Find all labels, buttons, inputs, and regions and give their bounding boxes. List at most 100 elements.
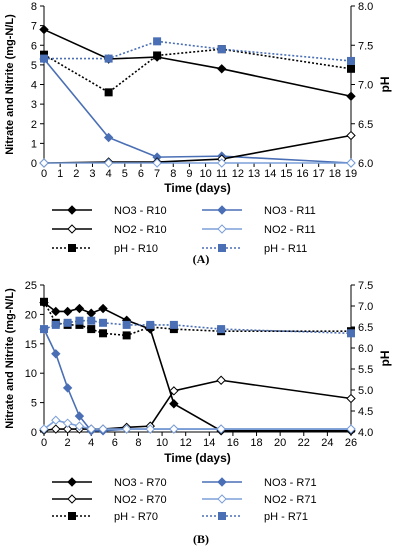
chart-b-x-tick-label: 18: [250, 437, 262, 449]
chart-b-y-tick-label: 25: [25, 280, 37, 292]
chart-b-series-4-point: [169, 424, 179, 434]
chart-a-series-6-point: [217, 45, 226, 54]
chart-a-series-1-point: [217, 64, 227, 74]
chart-b-x-tick-label: 2: [65, 437, 71, 449]
chart-b-y-tick-label: 20: [25, 309, 37, 321]
chart-a-x-tick-label: 4: [106, 168, 112, 180]
chart-b-y-tick-label: 10: [25, 368, 37, 380]
chart-a-series-line-5: [43, 48, 352, 94]
chart-b-x-tick-label: 24: [321, 437, 333, 449]
chart-b-legend-label: NO3 - R71: [264, 477, 317, 489]
chart-a-legend-label: NO3 - R11: [264, 205, 316, 217]
chart-b-series-6-point: [347, 329, 355, 338]
chart-b-series-6-point: [75, 316, 84, 325]
chart-b-series-1-point: [86, 308, 96, 318]
chart-b-series-4-point: [51, 415, 61, 425]
chart-a-y2-tick-label: 6.0: [358, 158, 373, 170]
chart-a-series-6-point: [104, 54, 113, 63]
chart-b-series-3-point: [216, 375, 226, 385]
chart-b-series-3-point: [346, 393, 356, 404]
chart-b-series-6-point: [63, 318, 72, 327]
chart-a-series-6-point: [153, 37, 162, 46]
chart-a-y2-tick-label: 7.0: [358, 80, 373, 92]
chart-b-y2-tick-label: 5.0: [358, 385, 373, 397]
chart-b-series-2-point: [74, 411, 85, 421]
chart-b-y2-axis-label: pH: [378, 351, 392, 367]
chart-b-series-1-point: [98, 303, 108, 314]
chart-a-series-6-point: [347, 56, 355, 65]
chart-b-series-5-point: [122, 331, 131, 340]
chart-a-series-4-point: [39, 158, 49, 168]
chart-a-x-tick-label: 16: [296, 168, 308, 180]
chart-b-series-4-point: [145, 424, 155, 434]
chart-a-legend-swatch-marker: [217, 205, 227, 215]
chart-a-y-axis-label: Nitrate and Nitrite (mg-N/L): [4, 14, 16, 155]
chart-b-series-2-point: [51, 349, 61, 359]
chart-b-y2-tick-label: 6.5: [358, 322, 373, 334]
chart-b-legend-label: pH - R71: [264, 511, 308, 523]
chart-b-legend-label: NO3 - R70: [114, 477, 167, 489]
chart-b-series-4-point: [121, 424, 132, 434]
chart-b-legend-swatch-marker: [217, 494, 227, 504]
chart-b-y2-tick-label: 7.0: [358, 301, 373, 313]
chart-a-x-tick-label: 8: [170, 168, 176, 180]
chart-a-series-1-point: [346, 91, 356, 101]
chart-b-legend-swatch-marker: [68, 512, 76, 520]
chart-b-x-tick-label: 16: [227, 437, 239, 449]
chart-a-x-tick-label: 0: [41, 168, 47, 180]
chart-b-x-tick-label: 22: [298, 437, 310, 449]
chart-b-series-5-point: [40, 297, 48, 306]
chart-a-x-tick-label: 6: [138, 168, 144, 180]
chart-a-x-tick-label: 18: [329, 168, 341, 180]
chart-a-y-tick-label: 1: [31, 138, 37, 150]
chart-a-y2-tick-label: 8.0: [358, 1, 373, 13]
chart-a-x-tick-label: 12: [232, 168, 244, 180]
chart-b-x-axis-label: Time (days): [164, 451, 230, 465]
chart-a-legend-swatch-marker: [218, 244, 226, 252]
chart-a-series-5-point: [153, 51, 162, 60]
chart-b-legend-label: pH - R70: [114, 511, 158, 523]
chart-b-series-6-point: [122, 320, 131, 329]
chart-b-series-1-point: [62, 306, 73, 317]
chart-b-y2-tick-label: 7.5: [358, 280, 373, 292]
chart-b-y2-tick-label: 5.5: [358, 364, 373, 376]
chart-a-y-tick-label: 8: [31, 1, 37, 13]
chart-b-legend-label: NO2 - R70: [114, 494, 167, 506]
chart-b-series-6-point: [40, 325, 48, 334]
chart-b-legend-swatch-marker: [67, 477, 77, 487]
chart-a-x-tick-label: 19: [345, 168, 357, 180]
chart-a-x-tick-label: 9: [186, 168, 192, 180]
chart-b-y2-tick-label: 4.5: [358, 406, 373, 418]
chart-a-legend-swatch-marker: [217, 224, 227, 234]
chart-b-legend-swatch-marker: [217, 477, 227, 487]
chart-a-x-tick-label: 17: [313, 168, 325, 180]
chart-b-series-6-point: [99, 318, 108, 327]
chart-a-x-tick-label: 1: [57, 168, 63, 180]
chart-a-y-tick-label: 2: [31, 119, 37, 131]
chart-b-series-4-point: [98, 424, 108, 434]
chart-b-series-3-point: [62, 424, 73, 434]
chart-a-legend-label: NO3 - R10: [114, 205, 167, 217]
chart-a-y-tick-label: 0: [31, 158, 37, 170]
chart-a-series-line-3: [43, 134, 352, 164]
chart-a-x-tick-label: 7: [154, 168, 160, 180]
chart-a-legend-label: NO2 - R11: [264, 224, 316, 236]
chart-a-x-tick-label: 5: [122, 168, 128, 180]
chart-b-series-4-point: [216, 424, 226, 434]
chart-a-y-tick-label: 5: [31, 60, 37, 72]
chart-a-series-line-1: [43, 28, 352, 98]
chart-b-series-6-point: [51, 320, 60, 329]
chart-a-series-5-point: [347, 64, 355, 73]
chart-a-legend-swatch-marker: [68, 244, 76, 252]
chart-b-y2-tick-label: 6.0: [358, 343, 373, 355]
chart-b-series-2-point: [62, 383, 73, 393]
chart-b-x-tick-label: 4: [88, 437, 94, 449]
chart-b-legend-swatch-marker: [67, 494, 77, 504]
chart-a-y-tick-label: 3: [31, 99, 37, 111]
chart-a-y-tick-label: 4: [31, 80, 37, 92]
chart-a-legend-label: pH - R11: [264, 243, 307, 255]
chart-a-x-axis-label: Time (days): [164, 181, 230, 195]
chart-a-legend-label: pH - R10: [114, 243, 158, 255]
chart-b-series-6-point: [146, 320, 155, 329]
